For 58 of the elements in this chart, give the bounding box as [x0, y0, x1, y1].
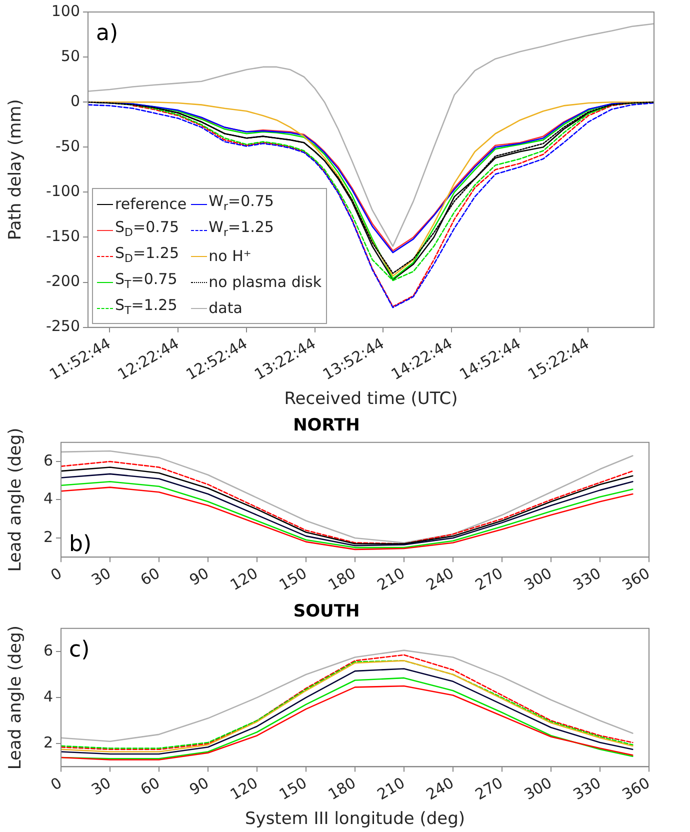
x-tick-label: 270 [472, 564, 506, 594]
y-tick-label: 6 [43, 451, 53, 470]
x-tick-label: 240 [423, 774, 457, 804]
y-tick-label: 0 [70, 92, 80, 110]
legend-label: S$_{T}$=1.25 [115, 295, 178, 320]
legend-label: W$_{r}$=1.25 [208, 217, 274, 242]
y-tick-label: 50 [60, 46, 80, 65]
x-tick-label: 180 [325, 564, 359, 594]
x-tick-label: 120 [227, 564, 261, 594]
x-tick-label: 60 [137, 564, 163, 590]
x-tick-label: 210 [374, 774, 408, 804]
annotation: b) [69, 532, 92, 558]
y-axis-title: Path delay (mm) [6, 99, 26, 240]
legend-label: S$_{T}$=0.75 [115, 269, 178, 294]
x-tick-label: 210 [374, 564, 408, 594]
x-tick-label: 150 [276, 564, 310, 594]
y-axis-title: Lead angle (deg) [6, 625, 26, 770]
y-tick-label: 2 [43, 528, 53, 546]
x-tick-label: 270 [472, 774, 506, 804]
y-tick-label: -50 [56, 137, 80, 156]
y-tick-label: -250 [46, 317, 80, 336]
y-tick-label: -100 [46, 182, 80, 200]
y-axis-title: Lead angle (deg) [6, 428, 26, 572]
legend-label: no plasma disk [208, 272, 322, 292]
x-tick-label: 30 [88, 774, 114, 799]
x-axis-title: Received time (UTC) [284, 389, 458, 410]
chart-title: NORTH [293, 416, 360, 436]
y-tick-label: 4 [43, 490, 53, 508]
legend-label: reference [115, 194, 187, 214]
annotation: a) [96, 21, 118, 46]
x-tick-label: 360 [619, 774, 653, 804]
x-tick-label: 150 [276, 774, 310, 804]
x-axis-title: System III longitude (deg) [244, 809, 466, 830]
x-tick-label: 90 [186, 564, 212, 590]
x-tick-label: 240 [423, 564, 457, 594]
legend-label: W$_{r}$=0.75 [208, 191, 274, 216]
x-tick-label: 60 [137, 774, 163, 799]
x-tick-label: 300 [521, 564, 555, 594]
x-tick-label: 330 [570, 774, 604, 804]
x-tick-label: 360 [619, 564, 653, 594]
y-tick-label: 4 [43, 687, 53, 706]
y-tick-label: 6 [43, 641, 53, 660]
legend-label: data [208, 298, 242, 318]
y-tick-label: 2 [43, 734, 53, 752]
legend-label: no H⁺ [208, 246, 252, 266]
legend-label: S$_{D}$=0.75 [115, 217, 179, 242]
x-tick-label: 90 [186, 774, 212, 799]
x-tick-label: 330 [570, 564, 604, 594]
x-tick-label: 180 [325, 774, 359, 804]
y-tick-label: 100 [51, 2, 80, 20]
x-tick-label: 300 [521, 774, 555, 804]
x-tick-label: 30 [88, 564, 114, 590]
x-tick-label: 120 [227, 774, 261, 804]
annotation: c) [69, 637, 90, 662]
chart-title: SOUTH [293, 602, 360, 622]
legend-label: S$_{D}$=1.25 [115, 243, 179, 268]
y-tick-label: -200 [46, 272, 80, 290]
y-tick-label: -150 [46, 227, 80, 246]
